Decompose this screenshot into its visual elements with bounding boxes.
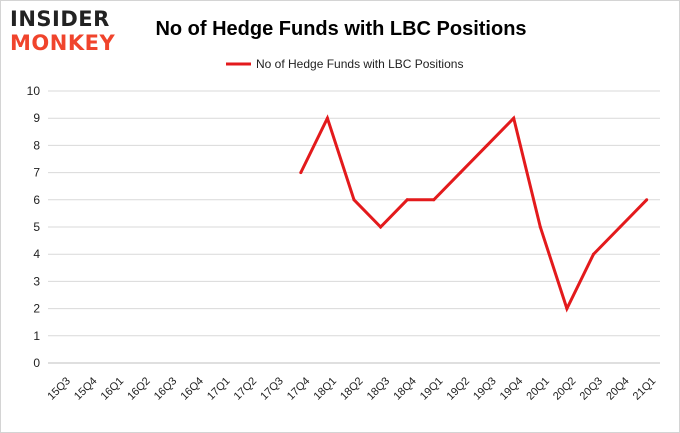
data-point-18Q2 (352, 198, 356, 202)
y-tick-label-7: 7 (33, 166, 40, 180)
x-tick-label-18Q3: 18Q3 (365, 375, 393, 403)
data-point-19Q4 (512, 116, 516, 120)
x-tick-label-19Q2: 19Q2 (445, 375, 473, 403)
x-tick-label-16Q2: 16Q2 (125, 375, 153, 403)
x-tick-label-18Q4: 18Q4 (391, 375, 419, 403)
insider-monkey-logo: INSIDER MONKEY (10, 7, 128, 57)
data-point-19Q3 (485, 143, 489, 147)
x-tick-label-17Q1: 17Q1 (205, 375, 233, 403)
data-point-19Q2 (458, 171, 462, 175)
logo-word-insider: INSIDER (10, 7, 110, 31)
x-tick-label-18Q2: 18Q2 (338, 375, 366, 403)
x-tick-label-15Q4: 15Q4 (72, 375, 100, 403)
x-tick-label-20Q2: 20Q2 (551, 375, 579, 403)
data-point-21Q1 (645, 198, 649, 202)
data-point-17Q4 (299, 171, 303, 175)
logo-word-monkey: MONKEY (10, 31, 116, 55)
chart-title: No of Hedge Funds with LBC Positions (155, 18, 526, 40)
x-tick-label-16Q3: 16Q3 (152, 375, 180, 403)
x-tick-label-15Q3: 15Q3 (45, 375, 73, 403)
y-tick-label-5: 5 (33, 220, 40, 234)
x-tick-label-20Q3: 20Q3 (578, 375, 606, 403)
x-tick-label-18Q1: 18Q1 (312, 375, 340, 403)
data-point-20Q1 (538, 225, 542, 229)
y-tick-label-2: 2 (33, 302, 40, 316)
x-tick-label-19Q4: 19Q4 (498, 375, 526, 403)
legend-label: No of Hedge Funds with LBC Positions (256, 57, 463, 71)
x-tick-label-19Q3: 19Q3 (471, 375, 499, 403)
x-tick-label-21Q1: 21Q1 (631, 375, 659, 403)
x-tick-label-20Q1: 20Q1 (524, 375, 552, 403)
x-tick-label-17Q2: 17Q2 (232, 375, 260, 403)
data-point-18Q3 (379, 225, 383, 229)
series-lines (299, 114, 649, 313)
y-tick-label-3: 3 (33, 274, 40, 288)
y-tick-label-0: 0 (33, 356, 40, 370)
y-tick-label-6: 6 (33, 193, 40, 207)
data-point-20Q3 (591, 252, 595, 256)
data-point-19Q1 (432, 198, 436, 202)
x-axis-ticks: 15Q3 15Q4 16Q1 16Q2 16Q3 16Q4 17Q1 17Q2 17Q3 17Q4… (45, 375, 658, 403)
y-tick-label-9: 9 (33, 111, 40, 125)
x-tick-label-16Q1: 16Q1 (99, 375, 127, 403)
chart-legend: No of Hedge Funds with LBC Positions (226, 57, 463, 71)
grid-lines (48, 90, 660, 364)
x-tick-label-17Q4: 17Q4 (285, 375, 313, 403)
x-tick-label-17Q3: 17Q3 (258, 375, 286, 403)
x-tick-label-20Q4: 20Q4 (604, 375, 632, 403)
y-tick-label-10: 10 (27, 84, 41, 98)
data-point-20Q2 (565, 307, 569, 311)
y-tick-label-1: 1 (33, 329, 40, 343)
data-point-18Q1 (325, 116, 329, 120)
data-point-20Q4 (618, 225, 622, 229)
y-axis-ticks: 0 1 2 3 4 5 6 7 8 9 10 (27, 84, 41, 370)
x-tick-label-16Q4: 16Q4 (178, 375, 206, 403)
data-point-18Q4 (405, 198, 409, 202)
x-tick-label-19Q1: 19Q1 (418, 375, 446, 403)
series-line-0 (299, 114, 648, 313)
y-tick-label-8: 8 (33, 138, 40, 152)
y-tick-label-4: 4 (33, 247, 40, 261)
